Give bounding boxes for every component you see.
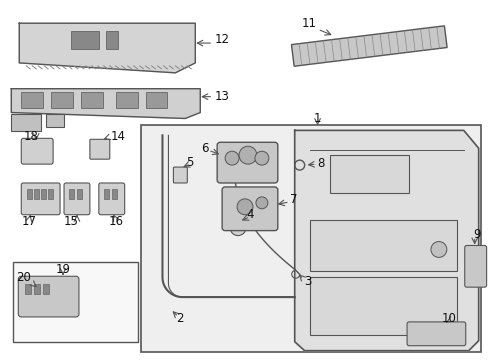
- Text: 14: 14: [111, 130, 126, 143]
- Text: 19: 19: [55, 263, 71, 276]
- FancyBboxPatch shape: [407, 322, 466, 346]
- Text: 17: 17: [21, 215, 36, 228]
- Bar: [43, 284, 49, 294]
- Polygon shape: [292, 26, 447, 66]
- Text: 4: 4: [246, 208, 254, 221]
- Circle shape: [230, 220, 246, 235]
- Text: 11: 11: [302, 17, 317, 30]
- Bar: [34, 189, 39, 199]
- Bar: [77, 189, 82, 199]
- Bar: [13, 262, 138, 342]
- Bar: [116, 92, 138, 108]
- Bar: [81, 92, 103, 108]
- Polygon shape: [11, 89, 200, 118]
- FancyBboxPatch shape: [64, 183, 90, 215]
- Bar: [34, 284, 40, 294]
- Bar: [11, 113, 41, 131]
- FancyBboxPatch shape: [21, 138, 53, 164]
- Bar: [41, 189, 46, 199]
- Text: 6: 6: [201, 142, 209, 155]
- Text: 9: 9: [473, 228, 480, 241]
- Circle shape: [237, 199, 253, 215]
- Circle shape: [256, 197, 268, 209]
- Bar: [71, 31, 99, 49]
- Bar: [310, 277, 457, 335]
- Bar: [146, 92, 168, 108]
- FancyBboxPatch shape: [465, 246, 487, 287]
- Bar: [48, 189, 53, 199]
- FancyBboxPatch shape: [217, 142, 278, 183]
- Bar: [21, 92, 43, 108]
- FancyBboxPatch shape: [90, 139, 110, 159]
- FancyBboxPatch shape: [173, 167, 187, 183]
- Text: 20: 20: [16, 271, 31, 284]
- Text: 3: 3: [305, 275, 312, 288]
- Bar: [310, 220, 457, 271]
- Bar: [25, 284, 31, 294]
- Bar: [51, 92, 73, 108]
- FancyBboxPatch shape: [222, 187, 278, 231]
- Text: 13: 13: [215, 90, 230, 103]
- Text: 16: 16: [108, 215, 123, 228]
- Text: 7: 7: [290, 193, 297, 206]
- Bar: [46, 113, 64, 127]
- Text: 18: 18: [23, 130, 38, 143]
- Polygon shape: [294, 130, 479, 351]
- Bar: [112, 189, 117, 199]
- FancyBboxPatch shape: [99, 183, 124, 215]
- Bar: [329, 155, 409, 193]
- FancyBboxPatch shape: [21, 183, 60, 215]
- Bar: [104, 189, 109, 199]
- Circle shape: [255, 151, 269, 165]
- Polygon shape: [19, 23, 196, 73]
- Circle shape: [431, 242, 447, 257]
- Circle shape: [225, 151, 239, 165]
- Bar: [27, 189, 32, 199]
- Text: 10: 10: [441, 312, 456, 325]
- Text: 2: 2: [176, 312, 184, 325]
- Bar: [106, 31, 118, 49]
- Text: 12: 12: [215, 33, 230, 46]
- FancyBboxPatch shape: [18, 276, 79, 317]
- Bar: [141, 125, 481, 352]
- Circle shape: [239, 146, 257, 164]
- Text: 8: 8: [318, 157, 325, 170]
- Bar: [69, 189, 74, 199]
- Text: 5: 5: [187, 156, 194, 168]
- Text: 15: 15: [64, 215, 78, 228]
- Text: 1: 1: [314, 112, 321, 125]
